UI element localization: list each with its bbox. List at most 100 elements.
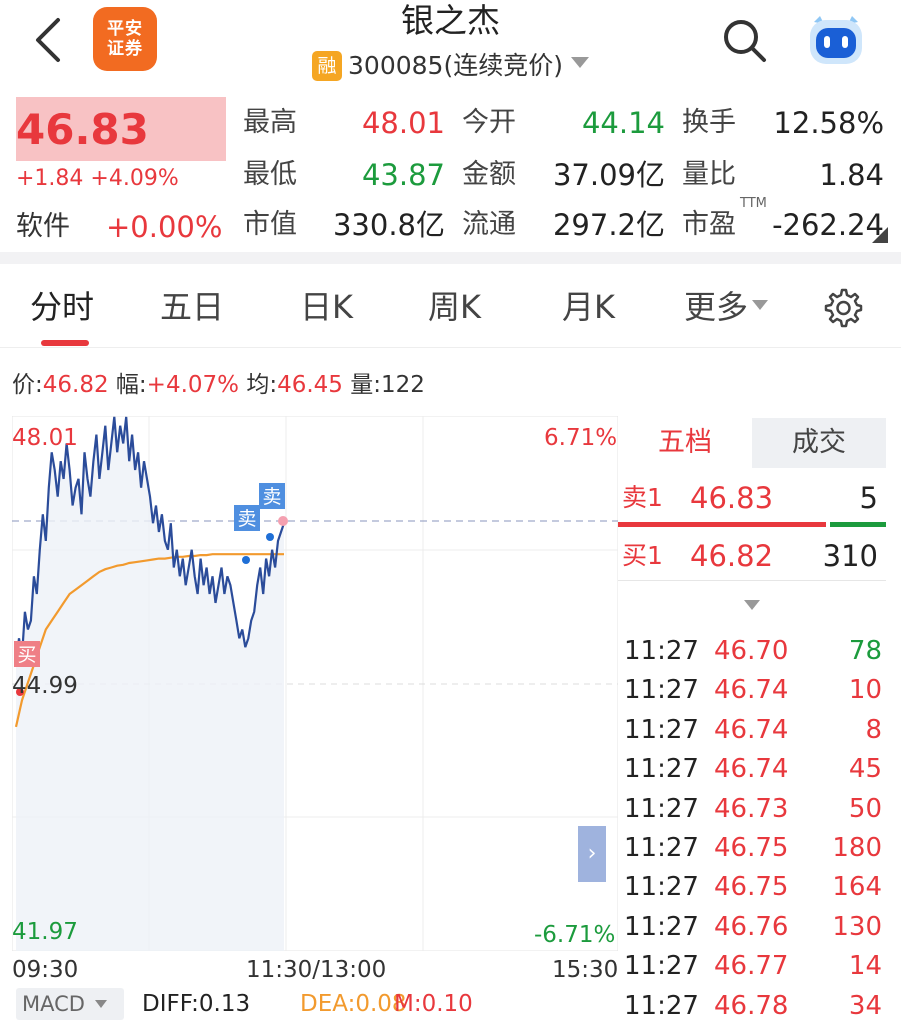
indicator-selector[interactable]: MACD xyxy=(16,988,124,1020)
time-mid: 11:30/13:00 xyxy=(246,957,387,983)
expand-levels-icon[interactable] xyxy=(744,600,760,610)
tick-price: 46.73 xyxy=(714,793,789,824)
info-vol-label: 量: xyxy=(350,372,381,398)
sector-name[interactable]: 软件 xyxy=(16,211,70,242)
chevron-down-icon xyxy=(94,1000,107,1008)
buy1-label: 买1 xyxy=(622,541,663,570)
value-volume-ratio: 1.84 xyxy=(819,158,884,192)
pct-axis-high: 6.71% xyxy=(544,425,618,451)
label-open: 今开 xyxy=(462,107,516,138)
expand-corner-icon[interactable] xyxy=(872,227,888,243)
gear-icon[interactable] xyxy=(822,287,864,329)
chart-tabs: 分时 五日 日K 周K 月K 更多 xyxy=(0,264,901,348)
trade-tick-row: 11:27 46.74 45 xyxy=(624,750,886,789)
chevron-down-icon xyxy=(752,300,769,310)
broker-logo[interactable]: 平安 证券 xyxy=(93,7,157,71)
label-pe: 市盈 xyxy=(682,209,736,240)
macd-m: M:0.10 xyxy=(394,991,473,1017)
current-price: 46.83 xyxy=(16,105,149,154)
change-value: +1.84 xyxy=(16,166,84,191)
tab-daily-k[interactable]: 日K xyxy=(300,288,353,326)
indicator-selector-label: MACD xyxy=(22,992,85,1016)
tab-five-day[interactable]: 五日 xyxy=(160,288,225,326)
value-amount: 37.09亿 xyxy=(552,158,665,192)
info-avg: 46.45 xyxy=(277,372,343,398)
quote-panel: 46.83 +1.84 +4.09% 软件 +0.00% 最高 48.01 今开… xyxy=(0,92,901,252)
search-icon[interactable] xyxy=(720,16,770,66)
tab-five-levels[interactable]: 五档 xyxy=(618,418,752,468)
label-market-cap: 市值 xyxy=(243,209,297,240)
crosshair-info: 价:46.82 幅:+4.07% 均:46.45 量:122 xyxy=(12,370,425,400)
order-book-panel: 五档 成交 卖1 46.83 5 买1 46.82 310 11:27 46.70… xyxy=(618,418,888,1024)
trade-point xyxy=(16,688,24,696)
tick-volume: 45 xyxy=(848,754,882,785)
tab-intraday[interactable]: 分时 xyxy=(30,288,95,326)
margin-badge: 融 xyxy=(312,51,343,81)
pct-axis-low: -6.71% xyxy=(534,922,616,948)
average-price-line xyxy=(14,553,284,728)
sell-pressure-bar xyxy=(830,522,886,527)
tick-volume: 14 xyxy=(848,951,882,982)
section-gap xyxy=(0,252,901,264)
sector-change: +0.00% xyxy=(106,210,223,244)
tab-monthly-k[interactable]: 月K xyxy=(562,288,615,326)
buy-pressure-bar xyxy=(618,522,826,527)
latest-point xyxy=(278,516,288,526)
info-price: 46.82 xyxy=(42,372,109,398)
tick-volume: 8 xyxy=(865,714,882,745)
broker-logo-line2: 证券 xyxy=(107,39,143,59)
tab-more[interactable]: 更多 xyxy=(684,286,769,328)
tick-time: 11:27 xyxy=(624,911,699,942)
order-book-tabs: 五档 成交 xyxy=(618,418,886,468)
tick-price: 46.77 xyxy=(714,951,789,982)
macd-diff: DIFF:0.13 xyxy=(142,991,251,1017)
tick-time: 11:27 xyxy=(624,990,699,1021)
label-amount: 金额 xyxy=(462,159,516,190)
price-area xyxy=(16,416,284,951)
tick-time: 11:27 xyxy=(624,833,699,863)
value-market-cap: 330.8亿 xyxy=(332,208,445,242)
trade-tick-row: 11:27 46.75 164 xyxy=(624,868,886,907)
trade-point xyxy=(242,556,250,564)
tick-price: 46.76 xyxy=(714,911,789,942)
sell1-price: 46.83 xyxy=(690,481,774,515)
expand-panel-button[interactable]: › xyxy=(578,826,606,882)
tab-trades[interactable]: 成交 xyxy=(752,418,886,468)
trade-tick-row: 11:27 46.77 14 xyxy=(624,947,886,986)
indicator-bar: MACD DIFF:0.13 DEA:0.08 M:0.10 xyxy=(12,986,612,1022)
value-turnover: 12.58% xyxy=(773,106,884,140)
info-vol: 122 xyxy=(381,372,425,398)
y-axis-prev-close: 44.99 xyxy=(12,673,78,699)
info-range: +4.07% xyxy=(146,372,240,398)
tick-price: 46.74 xyxy=(714,754,789,785)
tick-volume: 10 xyxy=(848,675,882,706)
tab-weekly-k[interactable]: 周K xyxy=(428,288,481,326)
tick-price: 46.74 xyxy=(714,675,789,706)
broker-logo-line1: 平安 xyxy=(107,19,143,39)
info-avg-label: 均: xyxy=(246,372,278,398)
stock-code-status: 300085(连续竞价) xyxy=(348,51,563,80)
tick-time: 11:27 xyxy=(624,636,699,666)
value-low: 43.87 xyxy=(361,158,445,192)
tick-volume: 180 xyxy=(832,833,882,863)
tick-time: 11:27 xyxy=(624,872,699,903)
stock-name: 银之杰 xyxy=(401,1,500,40)
buy-marker-text: 买 xyxy=(17,644,36,666)
buy1-volume: 310 xyxy=(822,539,878,573)
trade-tick-row: 11:27 46.75 180 xyxy=(624,829,886,868)
intraday-chart[interactable]: 卖 卖 买 xyxy=(12,416,618,951)
stock-code-row[interactable]: 融 300085(连续竞价) xyxy=(0,48,901,84)
tick-volume: 130 xyxy=(832,911,882,942)
buy1-price: 46.82 xyxy=(690,539,774,573)
sell-marker xyxy=(259,483,285,509)
price-line xyxy=(14,416,286,666)
sell1-label: 卖1 xyxy=(622,483,663,512)
label-high: 最高 xyxy=(243,107,297,138)
time-start: 09:30 xyxy=(12,957,79,983)
price-highlight xyxy=(16,97,226,161)
back-arrow-icon[interactable] xyxy=(28,14,68,66)
y-axis-low: 41.97 xyxy=(12,919,78,945)
tick-volume: 164 xyxy=(832,872,882,903)
robot-assistant-icon[interactable] xyxy=(804,12,868,68)
trade-tick-row: 11:27 46.70 78 xyxy=(624,632,886,671)
